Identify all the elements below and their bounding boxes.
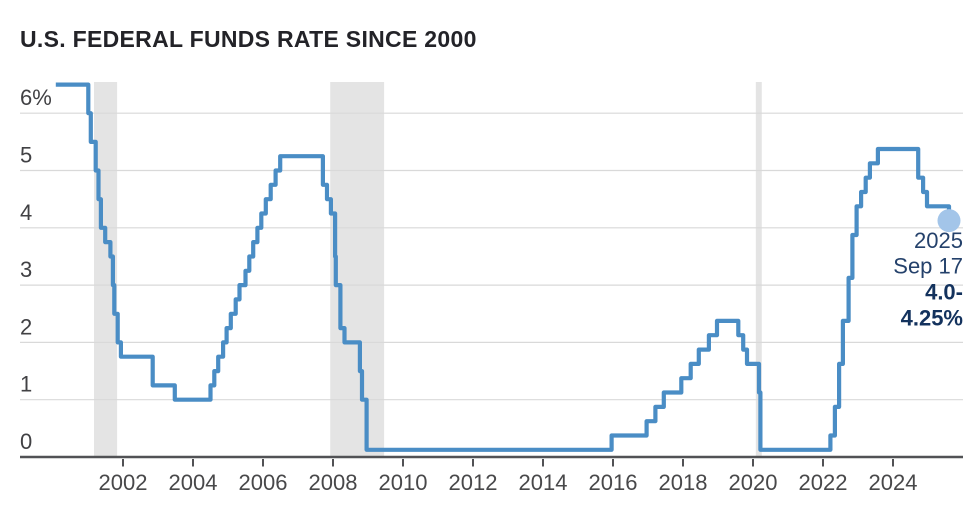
endpoint-dot xyxy=(937,209,961,233)
recession-band xyxy=(330,82,385,457)
x-axis-label: 2002 xyxy=(99,470,148,495)
x-axis-label: 2004 xyxy=(169,470,218,495)
x-axis-label: 2014 xyxy=(519,470,568,495)
x-axis-label: 2022 xyxy=(799,470,848,495)
x-axis-label: 2012 xyxy=(449,470,498,495)
y-axis-label: 0 xyxy=(20,429,32,454)
annotation-rate-text: 4.25% xyxy=(901,306,963,331)
x-axis-label: 2020 xyxy=(729,470,778,495)
y-axis-label: 1 xyxy=(20,372,32,397)
x-axis-label: 2010 xyxy=(379,470,428,495)
annotation-date-text: 2025 xyxy=(914,228,963,253)
y-axis-label: 4 xyxy=(20,200,32,225)
y-axis-label: 6% xyxy=(20,85,52,110)
x-axis-label: 2016 xyxy=(589,470,638,495)
x-axis-label: 2024 xyxy=(869,470,918,495)
y-axis-label: 5 xyxy=(20,143,32,168)
annotation-date-text: Sep 17 xyxy=(893,254,963,279)
rate-step-line xyxy=(55,82,952,452)
x-axis-label: 2008 xyxy=(309,470,358,495)
y-axis-label: 3 xyxy=(20,257,32,282)
x-axis-label: 2018 xyxy=(659,470,708,495)
y-axis-label: 2 xyxy=(20,314,32,339)
annotation-rate-text: 4.0- xyxy=(925,280,963,305)
recession-band xyxy=(755,82,762,457)
x-axis-label: 2006 xyxy=(239,470,288,495)
page-title: U.S. FEDERAL FUNDS RATE SINCE 2000 xyxy=(20,26,477,52)
